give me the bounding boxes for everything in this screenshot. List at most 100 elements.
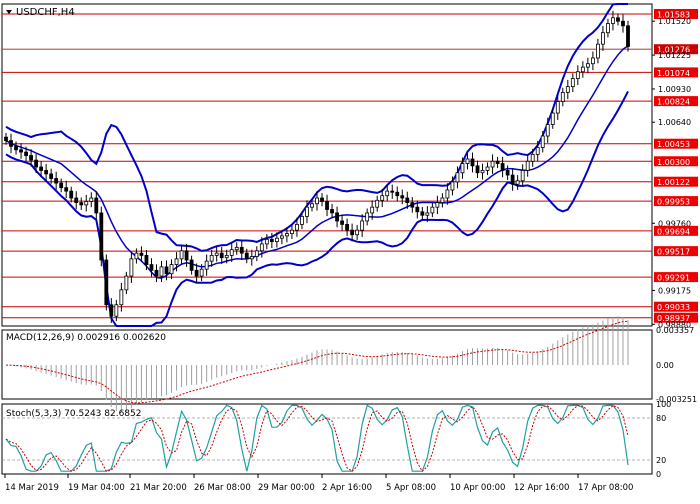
candle-body xyxy=(99,212,104,261)
candle-body xyxy=(590,57,595,65)
time-label: 2 Apr 16:00 xyxy=(322,483,372,493)
time-label: 17 Apr 08:00 xyxy=(578,483,633,493)
candle-body xyxy=(596,43,600,59)
stoch-panel-frame xyxy=(1,403,653,475)
candle-body xyxy=(269,238,274,243)
candle-body xyxy=(575,71,580,80)
candle-body xyxy=(495,160,500,164)
candle-body xyxy=(199,268,204,277)
candle-body xyxy=(395,191,400,197)
candle-body xyxy=(229,249,234,256)
candle-body xyxy=(259,243,264,252)
price-label: 0.99291 xyxy=(657,274,690,283)
candle-body xyxy=(505,170,510,176)
main-panel-frame xyxy=(1,3,653,327)
candle-body xyxy=(310,203,314,208)
candle-body xyxy=(254,250,259,257)
price-label-bg xyxy=(654,246,698,257)
stochastic-panel: 100 80 20 0 xyxy=(2,400,671,479)
candle-body xyxy=(305,206,309,217)
candle-body xyxy=(124,275,129,291)
time-label: 26 Mar 08:00 xyxy=(194,483,251,493)
candle-body xyxy=(104,259,109,306)
candle-body xyxy=(530,153,535,162)
candle-body xyxy=(244,252,249,260)
time-label: 5 Apr 08:00 xyxy=(386,483,436,493)
candle-body xyxy=(119,289,124,306)
candle-body xyxy=(601,32,605,45)
stoch-axis-label: 20 xyxy=(656,456,666,465)
price-label-bg xyxy=(654,156,698,167)
candle-body xyxy=(24,151,28,156)
candle-body xyxy=(365,212,370,222)
candle-body xyxy=(234,246,239,251)
candle-body xyxy=(295,224,299,231)
price-label-bg xyxy=(654,196,698,207)
candle-body xyxy=(450,181,455,191)
time-label: 19 Mar 04:00 xyxy=(68,483,125,493)
candle-body xyxy=(274,237,279,243)
price-label: 0.98880 xyxy=(658,320,691,329)
macd-panel-frame xyxy=(1,329,653,400)
candle-body xyxy=(616,17,620,22)
price-label: 1.00930 xyxy=(658,85,691,94)
price-label-bg xyxy=(654,176,698,187)
price-label: 0.99760 xyxy=(658,219,691,228)
symbol-title[interactable]: USDCHF,H4 xyxy=(6,7,75,18)
price-label: 1.01225 xyxy=(658,51,691,60)
candle-body xyxy=(204,260,209,270)
candle-body xyxy=(114,304,119,317)
candle-body xyxy=(214,252,219,256)
candle-body xyxy=(560,91,565,102)
candle-body xyxy=(179,250,184,260)
candle-body xyxy=(315,197,319,205)
candle-body xyxy=(465,158,470,164)
candle-body xyxy=(545,124,550,137)
candle-body xyxy=(154,269,159,277)
candle-body xyxy=(565,86,570,93)
support-resistance-levels xyxy=(2,13,652,319)
candle-body xyxy=(440,197,445,203)
candle-body xyxy=(435,202,440,208)
candle-body xyxy=(49,173,54,179)
macd-axis-label: 0.00 xyxy=(656,361,674,370)
price-label: 1.00824 xyxy=(657,98,690,107)
time-label: 14 Mar 2019 xyxy=(5,483,59,493)
candle-body xyxy=(320,197,324,202)
candle-body xyxy=(149,264,154,271)
symbol-label: USDCHF,H4 xyxy=(16,7,75,18)
candle-body xyxy=(39,166,44,171)
dropdown-triangle-icon[interactable] xyxy=(6,10,12,14)
price-label: 1.01276 xyxy=(657,46,690,55)
candle-body xyxy=(285,233,289,237)
price-label-bg xyxy=(654,225,698,236)
candles xyxy=(4,10,630,323)
price-label-bg xyxy=(654,67,698,78)
candle-body xyxy=(500,163,505,171)
candle-body xyxy=(460,163,465,174)
candle-body xyxy=(219,252,224,259)
candle-body xyxy=(54,178,59,184)
price-label-bg xyxy=(654,44,698,55)
bollinger-bands xyxy=(5,3,629,327)
price-label-bg xyxy=(654,8,698,19)
candle-body xyxy=(79,202,84,206)
candle-body xyxy=(621,20,625,27)
candle-body xyxy=(64,187,69,192)
candle-body xyxy=(415,206,420,213)
candle-body xyxy=(94,197,99,214)
candle-body xyxy=(515,180,520,185)
time-label: 12 Apr 16:00 xyxy=(514,483,569,493)
price-label-bg xyxy=(654,96,698,107)
candle-body xyxy=(44,170,49,175)
price-label: 0.99517 xyxy=(657,248,690,257)
candle-body xyxy=(455,172,460,183)
macd-label: MACD(12,26,9) 0.002916 0.002620 xyxy=(6,333,166,343)
stoch-signal-line xyxy=(5,404,629,472)
time-label: 21 Mar 20:00 xyxy=(130,483,187,493)
candle-body xyxy=(144,255,149,265)
candle-body xyxy=(520,170,525,182)
